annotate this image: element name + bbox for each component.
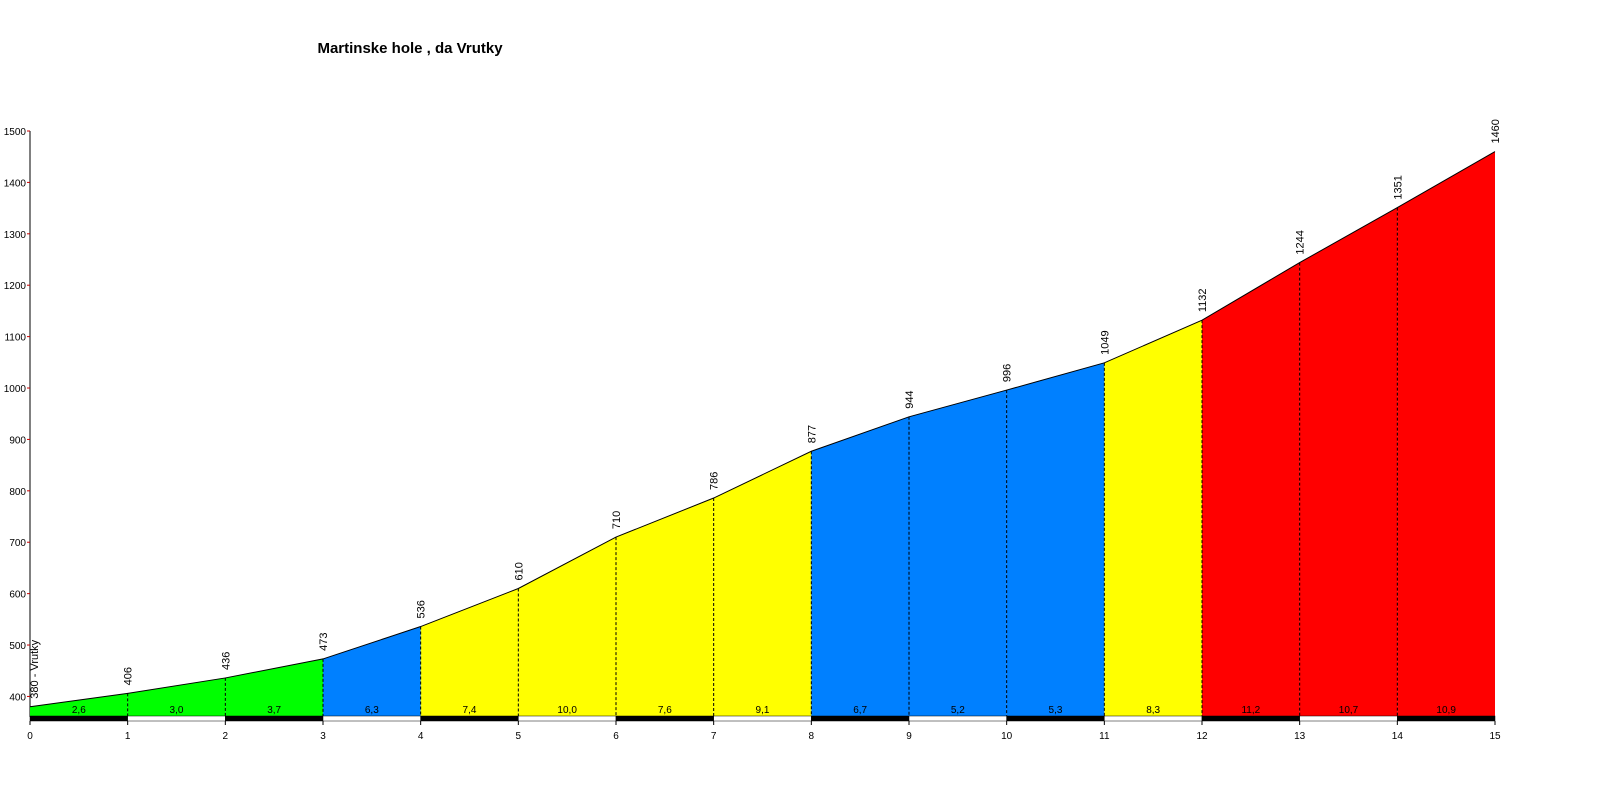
segment [616,498,714,717]
y-tick-label: 1500 [4,127,27,138]
gradient-label: 5,2 [951,705,965,716]
gradient-label: 3,0 [170,705,184,716]
elevation-label: 944 [904,390,916,408]
segment [1104,320,1202,717]
x-tick-label: 7 [711,731,717,742]
y-tick-label: 1300 [4,230,27,241]
elevation-label: 1460 [1490,119,1502,143]
x-tick-label: 11 [1099,731,1110,742]
gradient-label: 7,4 [463,705,477,716]
segment [1299,207,1398,717]
x-tick-label: 12 [1196,731,1208,742]
gradient-label: 5,3 [1049,705,1063,716]
elevation-label: 786 [709,472,721,490]
gradient-label: 3,7 [267,705,281,716]
km-strip [225,715,324,722]
km-strip [1299,715,1398,722]
x-tick-label: 9 [906,731,912,742]
segment [713,451,812,717]
x-tick-label: 6 [613,731,619,742]
x-tick-label: 14 [1392,731,1404,742]
elevation-label: 406 [123,667,135,685]
segment [30,693,128,717]
segment [1202,262,1300,717]
gradient-label: 10,7 [1339,705,1359,716]
x-tick-label: 3 [320,731,326,742]
km-strip [811,715,910,722]
elevation-label: 1351 [1392,175,1404,199]
segment [1397,151,1495,717]
x-tick-label: 2 [223,731,229,742]
segment [909,390,1007,717]
x-tick-label: 13 [1294,731,1306,742]
gradient-label: 2,6 [72,705,86,716]
km-strip [615,715,714,722]
km-strip [29,715,128,722]
elevation-label: 1049 [1099,330,1111,354]
y-tick-label: 1200 [4,281,27,292]
y-tick-label: 900 [9,435,26,446]
segment [127,677,226,717]
km-strip [1006,715,1105,722]
km-strip [908,715,1007,722]
elevation-label: 473 [318,633,330,651]
gradient-label: 7,6 [658,705,672,716]
gradient-label: 9,1 [756,705,770,716]
elevation-label: 1132 [1197,289,1209,313]
segment [811,416,909,717]
km-strip [322,715,421,722]
gradient-label: 6,7 [853,705,867,716]
gradient-label: 8,3 [1146,705,1160,716]
elevation-label: 1244 [1295,230,1307,254]
y-tick-label: 600 [9,590,26,601]
gradient-label: 6,3 [365,705,379,716]
gradient-label: 10,9 [1436,705,1456,716]
km-strip [713,715,812,722]
segment [518,537,616,717]
gradient-label: 11,2 [1241,705,1260,716]
y-tick-label: 400 [9,692,26,703]
y-tick-label: 1400 [4,178,27,189]
x-tick-label: 10 [1001,731,1013,742]
x-tick-label: 0 [27,731,33,742]
elevation-label: 380 - Vrutky [29,639,41,698]
elevation-label: 877 [806,425,818,443]
segment [1006,362,1105,717]
x-tick-label: 1 [125,731,131,742]
km-strip [1397,715,1496,722]
x-tick-label: 8 [809,731,815,742]
km-strip [1201,715,1300,722]
elevation-label: 436 [220,652,232,670]
profile-line [29,151,1496,708]
x-tick-label: 15 [1489,731,1501,742]
elevation-label: 536 [416,600,428,618]
chart-title: Martinske hole , da Vrutky [317,40,503,57]
km-strip [127,715,226,722]
segment [323,626,421,717]
segment [420,588,519,717]
y-tick-label: 1000 [4,384,27,395]
km-strip [518,715,617,722]
elevation-label: 610 [513,562,525,580]
y-tick-label: 500 [9,641,26,652]
y-tick-label: 1100 [4,333,26,344]
km-strip [1104,715,1203,722]
x-tick-label: 5 [516,731,522,742]
x-tick-label: 4 [418,731,424,742]
gradient-label: 10,0 [557,705,577,716]
y-tick-label: 800 [9,487,26,498]
elevation-label: 996 [1002,364,1014,382]
km-strip [420,715,519,722]
elevation-label: 710 [611,511,623,529]
y-tick-label: 700 [9,538,26,549]
